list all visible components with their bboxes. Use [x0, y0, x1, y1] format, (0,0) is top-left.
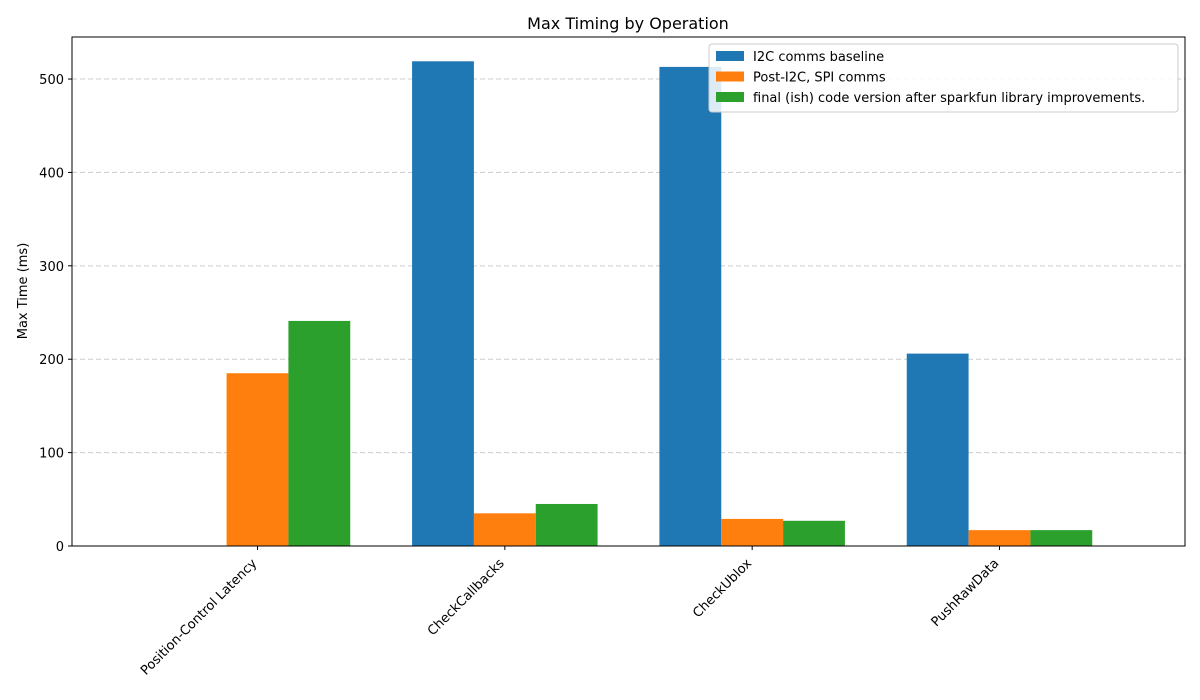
- bar: [783, 520, 845, 546]
- y-tick-label: 0: [56, 540, 64, 555]
- bar: [721, 518, 784, 546]
- bars: [226, 61, 1093, 547]
- legend-box: [708, 43, 1179, 113]
- bar: [412, 61, 474, 547]
- bar: [473, 513, 536, 546]
- y-tick-label: 100: [39, 447, 64, 462]
- plot-frame: [71, 36, 1186, 547]
- legend-label: final (ish) code version after sparkfun …: [753, 91, 1145, 106]
- legend-swatch: [716, 92, 744, 102]
- legend: I2C comms baseline Post-I2C, SPI comms fin…: [708, 43, 1179, 113]
- bar: [1030, 530, 1093, 546]
- y-tick-label: 300: [39, 260, 64, 275]
- y-tick-label: 500: [39, 73, 64, 88]
- bar: [906, 353, 969, 546]
- y-tick-label: 200: [39, 353, 64, 368]
- bar: [659, 66, 722, 547]
- y-axis-title: Max Time (ms): [16, 243, 31, 340]
- chart-title: Max Timing by Operation: [527, 14, 729, 33]
- y-tick-label: 400: [39, 166, 64, 181]
- bar: [226, 373, 289, 546]
- y-axis: 0 100 200 300 400 500: [39, 73, 72, 555]
- legend-swatch: [716, 51, 744, 61]
- legend-label: I2C comms baseline: [753, 50, 884, 65]
- legend-swatch: [716, 71, 744, 82]
- bar: [288, 320, 351, 546]
- legend-label: Post-I2C, SPI comms: [753, 71, 886, 86]
- bar: [968, 530, 1031, 546]
- bar: [535, 503, 598, 546]
